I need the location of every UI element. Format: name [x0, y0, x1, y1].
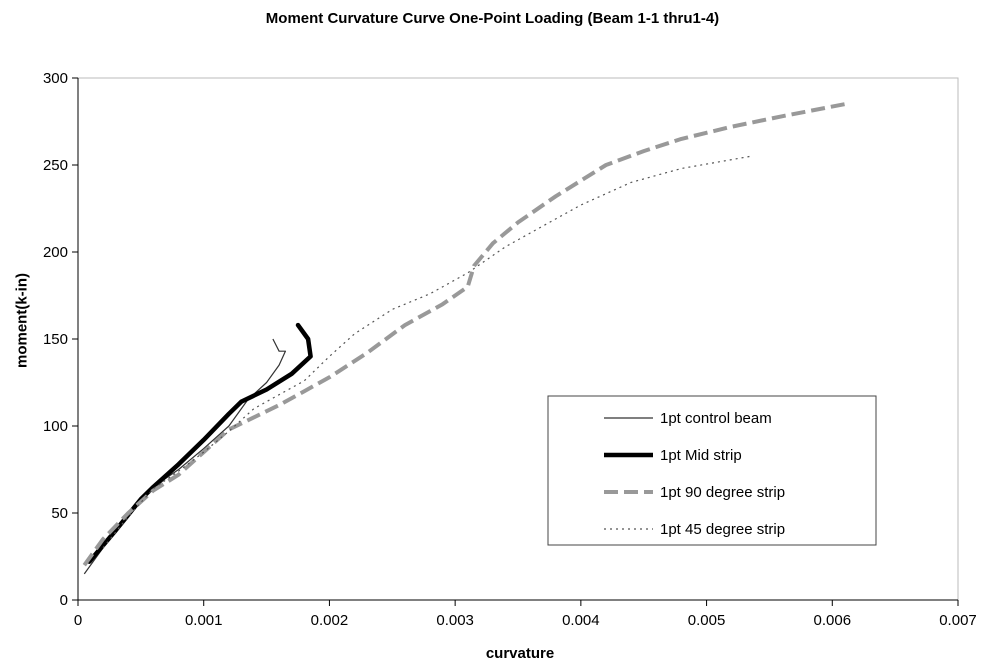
- series-group: [82, 102, 846, 575]
- y-tick-label: 100: [43, 418, 68, 435]
- x-tick-label: 0.004: [562, 612, 600, 629]
- x-tick-label: 0.006: [814, 612, 852, 629]
- y-tick-label: 250: [43, 157, 68, 174]
- x-tick-label: 0: [74, 612, 82, 629]
- y-tick-label: 200: [43, 244, 68, 261]
- y-tick-label: 300: [43, 70, 68, 87]
- legend-label-4: 1pt 45 degree strip: [660, 521, 785, 538]
- y-tick-label: 150: [43, 331, 68, 348]
- series-line-2: [87, 322, 313, 564]
- legend: 1pt control beam 1pt Mid strip 1pt 90 degr…: [547, 395, 877, 546]
- legend-label-2: 1pt Mid strip: [660, 447, 742, 464]
- x-tick-label: 0.001: [185, 612, 223, 629]
- x-tick-label: 0.007: [939, 612, 977, 629]
- x-tick-label: 0.005: [688, 612, 726, 629]
- x-tick-label: 0.003: [436, 612, 474, 629]
- axes-group: 0 0.001 0.002 0.003 0.004 0.005 0.006 0.007 0 50 1…: [43, 70, 977, 629]
- legend-label-1: 1pt control beam: [660, 410, 772, 427]
- legend-box: [547, 395, 877, 546]
- y-tick-label: 50: [51, 505, 68, 522]
- x-axis-label: curvature: [485, 645, 555, 662]
- y-tick-label: 0: [60, 592, 68, 609]
- x-tick-label: 0.002: [311, 612, 349, 629]
- legend-label-3: 1pt 90 degree strip: [660, 484, 785, 501]
- series-line-3: [82, 102, 846, 567]
- y-axis-label: moment(k-in): [13, 273, 31, 368]
- chart-title: Moment Curvature Curve One-Point Loading…: [265, 10, 720, 27]
